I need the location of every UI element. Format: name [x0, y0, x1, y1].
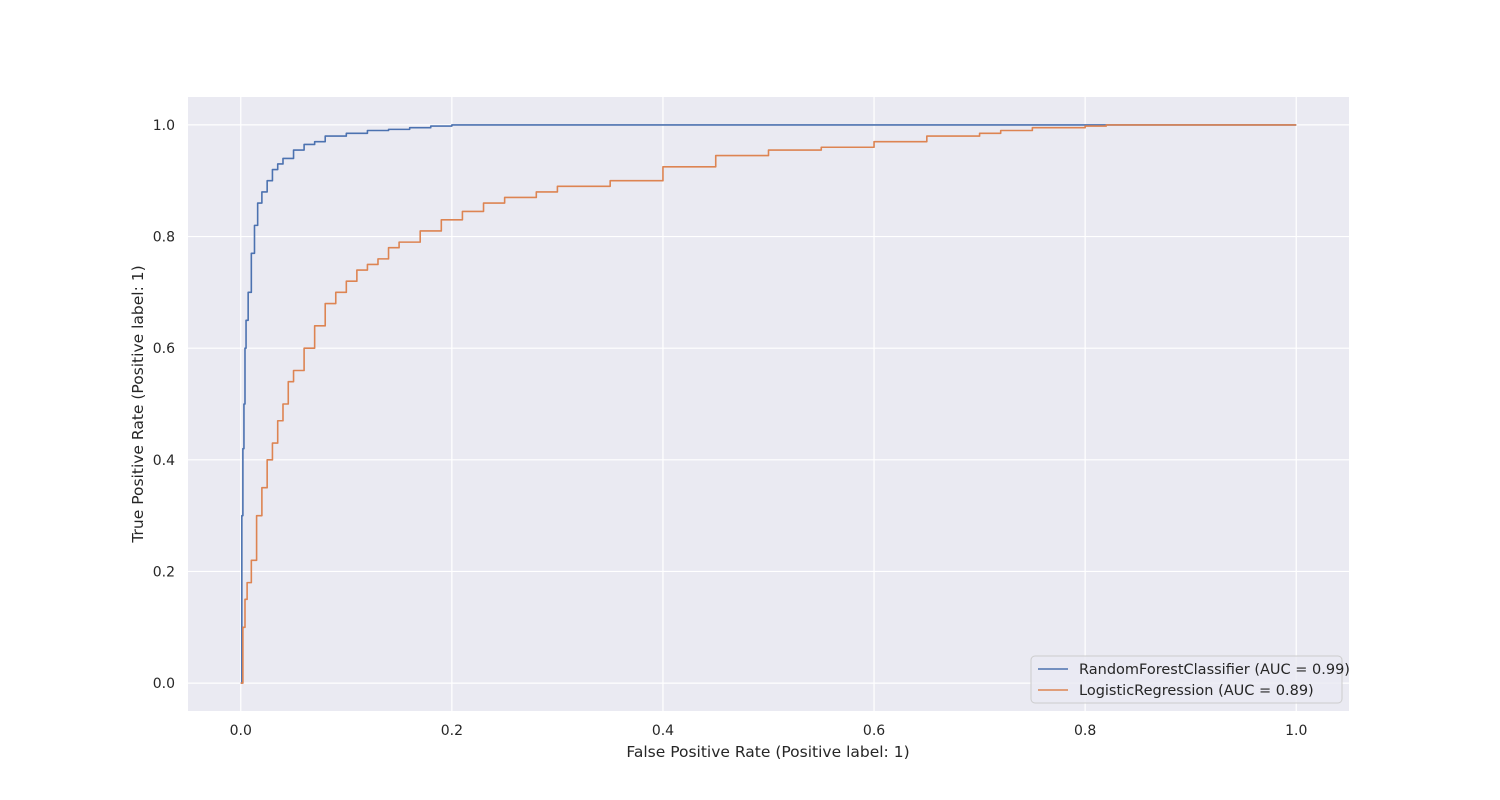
x-tick-label: 0.6 — [863, 723, 885, 739]
x-tick-label: 0.2 — [441, 723, 463, 739]
x-tick-label: 0.0 — [230, 723, 252, 739]
y-tick-label: 0.2 — [153, 564, 175, 580]
legend-label: LogisticRegression (AUC = 0.89) — [1079, 683, 1314, 699]
y-tick-label: 0.6 — [153, 341, 175, 357]
y-tick-label: 0.8 — [153, 230, 175, 246]
x-tick-label: 1.0 — [1285, 723, 1307, 739]
legend: RandomForestClassifier (AUC = 0.99) Logis… — [1030, 655, 1350, 704]
tick-labels: 0.0 0.2 0.4 0.6 0.8 1.0 0.0 0.2 0.4 0.6 0.8 1.0 — [153, 118, 1308, 739]
y-axis-label: True Positive Rate (Positive label: 1) — [129, 265, 147, 543]
x-tick-label: 0.4 — [652, 723, 674, 739]
plot-area — [188, 97, 1349, 711]
y-tick-label: 1.0 — [153, 118, 175, 134]
series-line-1 — [240, 124, 1297, 684]
x-axis-label: False Positive Rate (Positive label: 1) — [626, 743, 909, 761]
legend-box — [1030, 655, 1343, 704]
y-tick-label: 0.0 — [153, 676, 175, 692]
grid — [188, 97, 1349, 711]
x-tick-label: 0.8 — [1074, 723, 1096, 739]
y-tick-label: 0.4 — [153, 453, 175, 469]
legend-label: RandomForestClassifier (AUC = 0.99) — [1079, 662, 1350, 678]
series-layer — [240, 124, 1297, 684]
series-line-0 — [240, 124, 1297, 684]
